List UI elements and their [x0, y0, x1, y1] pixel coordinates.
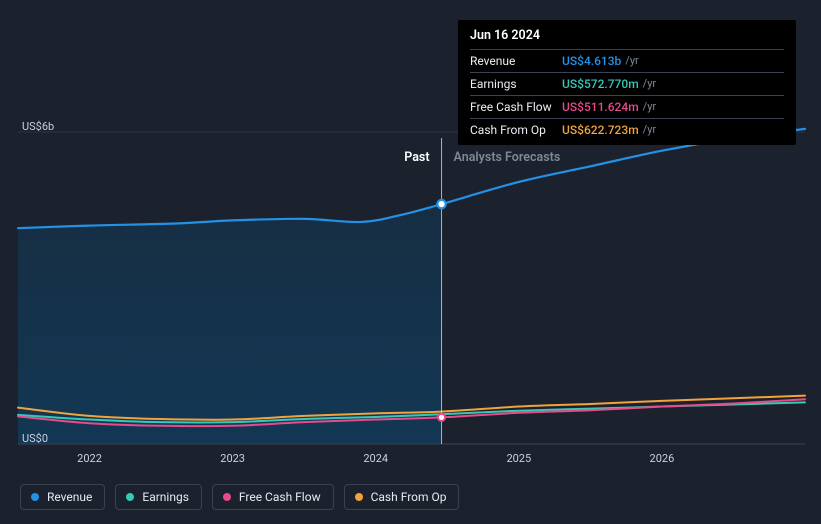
tooltip-row-unit: /yr [643, 122, 656, 138]
legend-label: Free Cash Flow [239, 490, 321, 504]
region-label-past: Past [404, 150, 429, 165]
tooltip-row-unit: /yr [643, 99, 656, 115]
y-tick-label: US$6b [22, 120, 54, 133]
tooltip-row-value: US$622.723m [562, 122, 639, 138]
legend-item[interactable]: Free Cash Flow [212, 484, 334, 510]
legend-label: Cash From Op [371, 490, 447, 504]
region-label-forecast: Analysts Forecasts [454, 150, 561, 165]
cursor-marker-fcf [438, 414, 445, 421]
y-tick-label: US$0 [22, 432, 48, 445]
tooltip-row-label: Cash From Op [470, 122, 562, 138]
tooltip-row-value: US$511.624m [562, 99, 639, 115]
financials-chart: US$0 US$6b 2022 2023 2024 2025 2026 Past Anal… [0, 0, 821, 524]
x-tick-label: 2023 [220, 452, 245, 465]
tooltip-row: Free Cash FlowUS$511.624m/yr [470, 95, 784, 118]
x-tick-label: 2026 [650, 452, 675, 465]
legend-item[interactable]: Earnings [115, 484, 202, 510]
tooltip-row-unit: /yr [643, 76, 656, 92]
past-region-fill [18, 203, 444, 444]
tooltip-row-value: US$572.770m [562, 76, 639, 92]
tooltip-date: Jun 16 2024 [470, 28, 784, 43]
chart-legend: Revenue Earnings Free Cash Flow Cash From O… [20, 484, 459, 510]
tooltip-row-unit: /yr [625, 53, 638, 69]
tooltip-row-label: Free Cash Flow [470, 99, 562, 115]
tooltip-row-value: US$4.613b [562, 53, 621, 69]
legend-dot [355, 493, 363, 501]
legend-dot [126, 493, 134, 501]
x-tick-label: 2024 [363, 452, 388, 465]
legend-item[interactable]: Revenue [20, 484, 105, 510]
x-tick-label: 2025 [506, 452, 531, 465]
x-tick-label: 2022 [77, 452, 102, 465]
tooltip-row-label: Revenue [470, 53, 562, 69]
cursor-marker-revenue [437, 200, 445, 208]
legend-dot [223, 493, 231, 501]
chart-tooltip: Jun 16 2024 RevenueUS$4.613b/yrEarningsU… [458, 20, 796, 145]
legend-label: Earnings [142, 490, 189, 504]
tooltip-row-label: Earnings [470, 76, 562, 92]
tooltip-row: Cash From OpUS$622.723m/yr [470, 118, 784, 141]
legend-label: Revenue [47, 490, 92, 504]
legend-dot [31, 493, 39, 501]
legend-item[interactable]: Cash From Op [344, 484, 460, 510]
tooltip-row: EarningsUS$572.770m/yr [470, 72, 784, 95]
tooltip-row: RevenueUS$4.613b/yr [470, 49, 784, 72]
